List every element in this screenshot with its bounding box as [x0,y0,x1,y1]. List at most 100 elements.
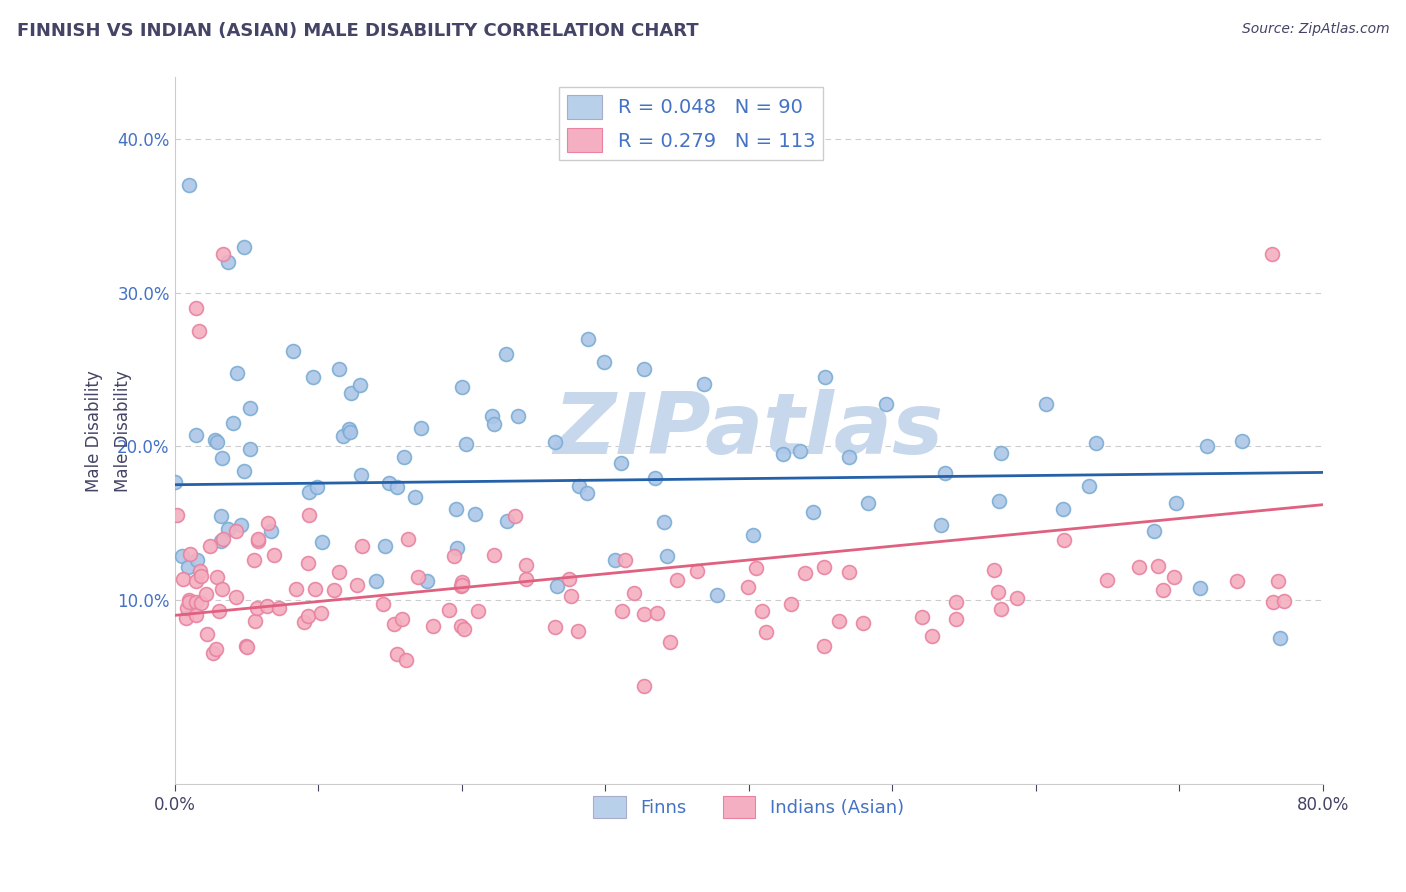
Point [693,377,716,392]
Point [838,450,860,464]
Point [744,561,766,575]
Point [225,590,247,604]
Point [592,355,614,369]
Point [706,589,728,603]
Point [838,565,860,579]
Point [603,553,626,567]
Point [298,484,321,499]
Point [243,553,266,567]
Point [404,490,426,504]
Point [1272,593,1295,607]
Point [174,611,197,625]
Point [741,528,763,542]
Point [610,604,633,618]
Point [814,370,837,384]
Point [190,564,212,578]
Point [910,609,932,624]
Point [186,574,208,588]
Point [211,582,233,596]
Point [495,347,517,361]
Point [184,595,207,609]
Point [247,533,270,548]
Point [211,532,233,546]
Point [239,401,262,415]
Point [207,435,229,450]
Point [231,517,253,532]
Point [221,416,243,430]
Point [406,570,429,584]
Point [1267,574,1289,588]
Point [297,609,319,624]
Point [737,580,759,594]
Point [1147,558,1170,573]
Point [195,587,218,601]
Point [212,247,235,261]
Point [544,434,567,449]
Point [391,612,413,626]
Point [772,447,794,461]
Point [179,595,201,609]
Point [546,579,568,593]
Point [235,639,257,653]
Point [437,603,460,617]
Point [225,524,247,538]
Point [1268,632,1291,646]
Point [226,366,249,380]
Point [184,427,207,442]
Point [450,574,472,589]
Point [190,568,212,582]
Point [205,641,228,656]
Point [482,548,505,562]
Point [239,442,262,456]
Text: FINNISH VS INDIAN (ASIAN) MALE DISABILITY CORRELATION CHART: FINNISH VS INDIAN (ASIAN) MALE DISABILIT… [17,22,699,40]
Point [382,616,405,631]
Point [576,486,599,500]
Point [204,434,226,448]
Point [201,646,224,660]
Point [1261,247,1284,261]
Point [450,619,472,633]
Point [200,539,222,553]
Point [177,592,200,607]
Point [1152,582,1174,597]
Point [350,539,373,553]
Point [1035,396,1057,410]
Point [292,615,315,629]
Point [1053,533,1076,547]
Point [801,505,824,519]
Point [751,604,773,618]
Point [496,514,519,528]
Point [190,596,212,610]
Point [385,647,408,661]
Point [256,599,278,613]
Point [658,635,681,649]
Point [1263,595,1285,609]
Point [260,524,283,538]
Point [987,585,1010,599]
Point [298,508,321,523]
Point [172,549,194,563]
Point [544,620,567,634]
Text: ZIPatlas: ZIPatlas [554,390,943,473]
Point [515,572,537,586]
Point [328,565,350,579]
Point [983,563,1005,577]
Point [195,627,218,641]
Point [515,558,537,572]
Point [208,604,231,618]
Point [875,397,897,411]
Point [454,436,477,450]
Point [165,475,187,489]
Point [505,508,527,523]
Point [304,582,326,597]
Point [188,324,211,338]
Point [929,517,952,532]
Point [794,566,817,581]
Point [508,409,530,423]
Point [186,301,208,315]
Point [364,574,387,588]
Point [217,255,239,269]
Text: Male Disability: Male Disability [114,370,132,491]
Point [395,653,418,667]
Point [633,607,655,622]
